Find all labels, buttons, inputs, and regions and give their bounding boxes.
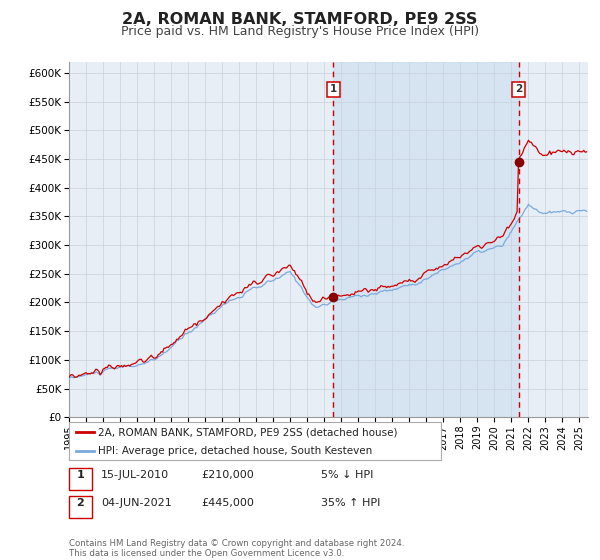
Text: 2: 2 xyxy=(77,498,84,508)
Text: £210,000: £210,000 xyxy=(201,470,254,480)
Text: 35% ↑ HPI: 35% ↑ HPI xyxy=(321,498,380,508)
Text: This data is licensed under the Open Government Licence v3.0.: This data is licensed under the Open Gov… xyxy=(69,549,344,558)
Text: 2A, ROMAN BANK, STAMFORD, PE9 2SS (detached house): 2A, ROMAN BANK, STAMFORD, PE9 2SS (detac… xyxy=(98,427,397,437)
Text: 2A, ROMAN BANK, STAMFORD, PE9 2SS: 2A, ROMAN BANK, STAMFORD, PE9 2SS xyxy=(122,12,478,27)
Text: 1: 1 xyxy=(330,84,337,94)
Text: HPI: Average price, detached house, South Kesteven: HPI: Average price, detached house, Sout… xyxy=(98,446,372,456)
Text: 15-JUL-2010: 15-JUL-2010 xyxy=(101,470,169,480)
Text: Contains HM Land Registry data © Crown copyright and database right 2024.: Contains HM Land Registry data © Crown c… xyxy=(69,539,404,548)
Text: 04-JUN-2021: 04-JUN-2021 xyxy=(101,498,172,508)
Bar xyxy=(334,62,518,417)
Text: £445,000: £445,000 xyxy=(201,498,254,508)
Text: 2: 2 xyxy=(515,84,522,94)
Text: 5% ↓ HPI: 5% ↓ HPI xyxy=(321,470,373,480)
Text: 1: 1 xyxy=(77,470,84,480)
Text: Price paid vs. HM Land Registry's House Price Index (HPI): Price paid vs. HM Land Registry's House … xyxy=(121,25,479,38)
